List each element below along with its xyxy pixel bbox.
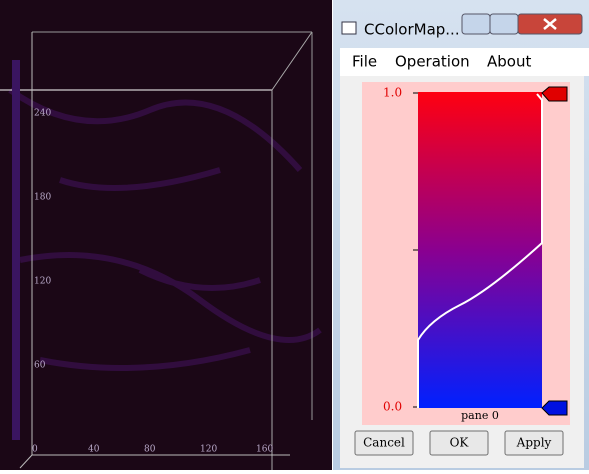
- x-axis-label: 120: [200, 445, 217, 455]
- screen: 240 180 120 60 0 40 80 120 160 CColorMap…: [0, 0, 589, 470]
- button-label: Apply: [516, 436, 552, 450]
- x-axis-label: 0: [32, 445, 38, 455]
- x-axis-label: 40: [88, 445, 100, 455]
- volume-edge: [12, 60, 20, 440]
- top-label: 1.0: [383, 86, 402, 100]
- volume-viewer: 240 180 120 60 0 40 80 120 160: [0, 0, 332, 470]
- menu-item[interactable]: File: [352, 53, 377, 71]
- y-axis-label: 180: [34, 193, 51, 203]
- x-axis-label: 80: [144, 445, 156, 455]
- window-title: CColorMap...: [364, 21, 460, 39]
- button-label: Cancel: [363, 436, 405, 450]
- menu-item[interactable]: About: [487, 53, 531, 71]
- viewer-background: [0, 0, 332, 470]
- page: {"viewer": {"y_axis_labels": ["240", "18…: [0, 0, 589, 470]
- y-axis-label: 60: [34, 361, 46, 371]
- menu-item[interactable]: Operation: [395, 53, 470, 71]
- colormap-window: CColorMap... File Operation About 1.0 0.…: [333, 0, 589, 470]
- window-icon: [342, 22, 356, 34]
- maximize-button[interactable]: [490, 14, 518, 34]
- button-label: OK: [450, 436, 470, 450]
- y-axis-label: 240: [34, 109, 51, 119]
- pane-label: pane 0: [461, 409, 499, 422]
- x-axis-label: 160: [256, 445, 273, 455]
- bottom-label: 0.0: [383, 400, 402, 414]
- colormap-gradient[interactable]: [418, 92, 542, 408]
- minimize-button[interactable]: [462, 14, 490, 34]
- y-axis-label: 120: [34, 277, 51, 287]
